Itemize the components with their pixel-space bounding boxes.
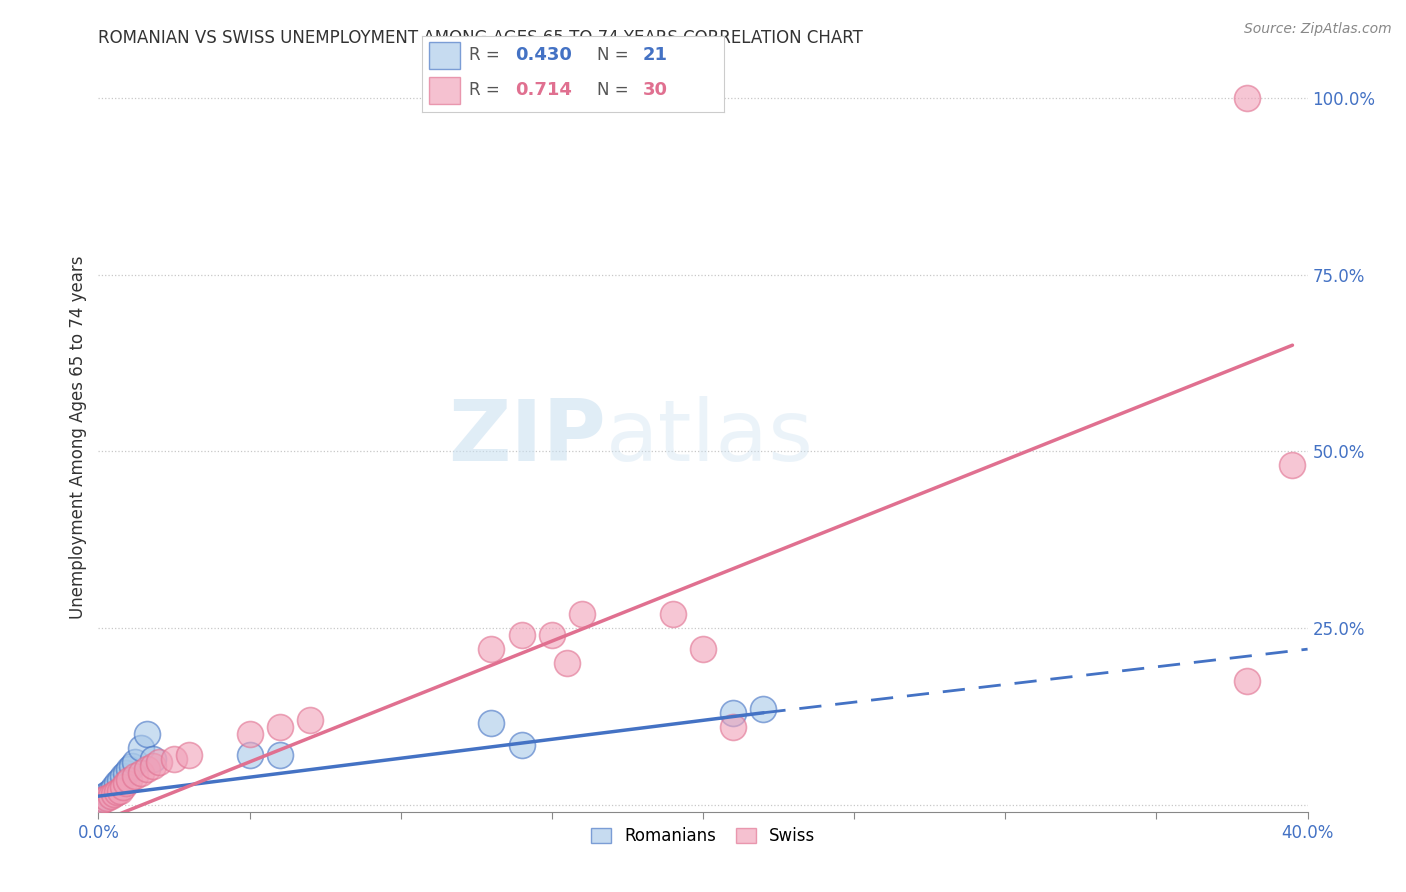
Point [103,780,125,794]
Point [510,628,533,642]
Text: 30: 30 [643,81,668,99]
Point [111,769,134,783]
Text: ZIP: ZIP [449,395,606,479]
Point [114,765,136,780]
Point [93,789,115,804]
Point [179,748,201,763]
Point [108,783,131,797]
Point [269,748,291,763]
Text: ROMANIAN VS SWISS UNEMPLOYMENT AMONG AGES 65 TO 74 YEARS CORRELATION CHART: ROMANIAN VS SWISS UNEMPLOYMENT AMONG AGE… [98,29,863,47]
Point [129,765,152,780]
Point [124,769,146,783]
Point [121,758,143,772]
Y-axis label: Unemployment Among Ages 65 to 74 years: Unemployment Among Ages 65 to 74 years [69,255,87,619]
Point [105,776,128,790]
Point [114,776,136,790]
Point [100,783,122,797]
Point [510,738,533,752]
Point [1236,673,1258,688]
Point [118,762,141,776]
Point [239,727,262,741]
Text: 21: 21 [643,46,668,64]
Point [103,787,125,801]
Point [108,772,131,787]
Point [105,785,128,799]
Point [142,752,165,766]
Point [148,756,170,770]
Point [93,792,115,806]
Point [90,794,112,808]
Text: R =: R = [468,46,499,64]
Point [723,706,745,720]
Text: N =: N = [598,81,628,99]
Point [692,642,714,657]
Text: N =: N = [598,46,628,64]
Point [96,787,118,801]
Point [1236,91,1258,105]
Point [752,702,775,716]
Point [135,762,157,776]
Legend: Romanians, Swiss: Romanians, Swiss [583,821,823,852]
Point [124,756,146,770]
Text: Source: ZipAtlas.com: Source: ZipAtlas.com [1244,22,1392,37]
Point [135,727,157,741]
Point [111,780,134,794]
Text: R =: R = [468,81,499,99]
Point [239,748,262,763]
Point [163,752,186,766]
Point [90,790,112,805]
Text: 0.714: 0.714 [516,81,572,99]
Point [555,657,578,671]
Point [540,628,562,642]
Text: 0.430: 0.430 [516,46,572,64]
Point [571,607,593,621]
Point [481,642,503,657]
Point [299,713,322,727]
Bar [429,77,460,104]
Point [481,716,503,731]
Point [269,720,291,734]
Point [96,790,118,805]
Point [118,772,141,787]
Point [100,789,122,804]
Point [129,741,152,756]
Bar [429,42,460,69]
Point [723,720,745,734]
Point [1281,458,1303,473]
Point [661,607,683,621]
Text: atlas: atlas [606,395,814,479]
Point [142,758,165,772]
